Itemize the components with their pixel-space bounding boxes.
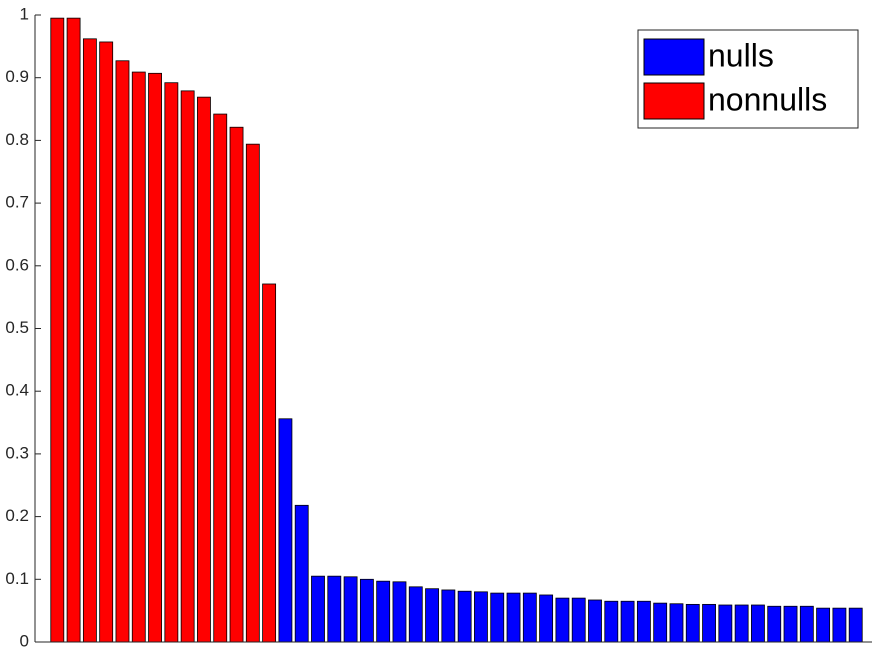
bar bbox=[767, 605, 782, 643]
bar bbox=[262, 283, 277, 643]
bar bbox=[571, 597, 586, 643]
bar bbox=[164, 82, 179, 643]
y-tick-label: 1 bbox=[20, 4, 29, 23]
bar bbox=[702, 603, 716, 643]
bar bbox=[66, 17, 81, 643]
bar bbox=[180, 90, 195, 643]
bar bbox=[441, 589, 456, 643]
bar bbox=[229, 126, 244, 643]
y-tick-label: 0.4 bbox=[5, 381, 29, 400]
y-tick-label: 0.8 bbox=[5, 130, 29, 149]
bar bbox=[213, 113, 228, 643]
bar bbox=[294, 504, 309, 643]
bar bbox=[392, 581, 407, 643]
bar bbox=[148, 72, 162, 643]
y-tick-label: 0.9 bbox=[5, 67, 29, 86]
bar bbox=[197, 96, 211, 643]
y-tick-label: 0.7 bbox=[5, 193, 29, 212]
legend-swatch bbox=[643, 82, 705, 120]
bar bbox=[425, 588, 439, 643]
y-tick-label: 0.6 bbox=[5, 255, 29, 274]
bar bbox=[490, 592, 505, 643]
bar bbox=[245, 143, 260, 643]
bar bbox=[816, 607, 831, 643]
bar bbox=[327, 575, 342, 643]
bar bbox=[408, 586, 423, 643]
bar bbox=[359, 578, 374, 643]
bar bbox=[848, 607, 863, 643]
bar bbox=[734, 604, 749, 643]
y-tick-label: 0.5 bbox=[5, 318, 29, 337]
y-tick-label: 0.1 bbox=[5, 569, 29, 588]
bar bbox=[751, 604, 765, 643]
bar bbox=[539, 594, 554, 643]
bar bbox=[50, 17, 65, 643]
bar bbox=[685, 603, 700, 643]
bar bbox=[311, 575, 325, 643]
bar bbox=[653, 602, 668, 643]
bar bbox=[604, 600, 619, 643]
bar bbox=[799, 605, 814, 643]
bar bbox=[555, 597, 570, 643]
bar bbox=[278, 418, 293, 643]
bar bbox=[506, 592, 521, 643]
bar bbox=[343, 576, 358, 643]
bar bbox=[669, 603, 684, 643]
bar bbox=[99, 41, 114, 643]
bar bbox=[376, 580, 391, 643]
bar bbox=[588, 599, 602, 643]
legend-label: nulls bbox=[708, 37, 774, 73]
bar bbox=[620, 600, 635, 643]
bar bbox=[115, 60, 130, 643]
bar bbox=[82, 38, 97, 643]
bar bbox=[832, 607, 847, 643]
y-tick-label: 0 bbox=[20, 631, 29, 650]
legend: nulls nonnulls bbox=[637, 29, 859, 129]
bar bbox=[718, 604, 733, 643]
bar bbox=[783, 605, 798, 643]
legend-label: nonnulls bbox=[708, 81, 827, 117]
bar bbox=[131, 71, 146, 643]
bar bbox=[474, 591, 488, 643]
bar bbox=[457, 590, 472, 643]
y-tick-label: 0.3 bbox=[5, 443, 29, 462]
y-tick-label: 0.2 bbox=[5, 506, 29, 525]
legend-swatch bbox=[643, 38, 705, 76]
bar bbox=[636, 600, 651, 643]
bar bbox=[522, 592, 537, 643]
